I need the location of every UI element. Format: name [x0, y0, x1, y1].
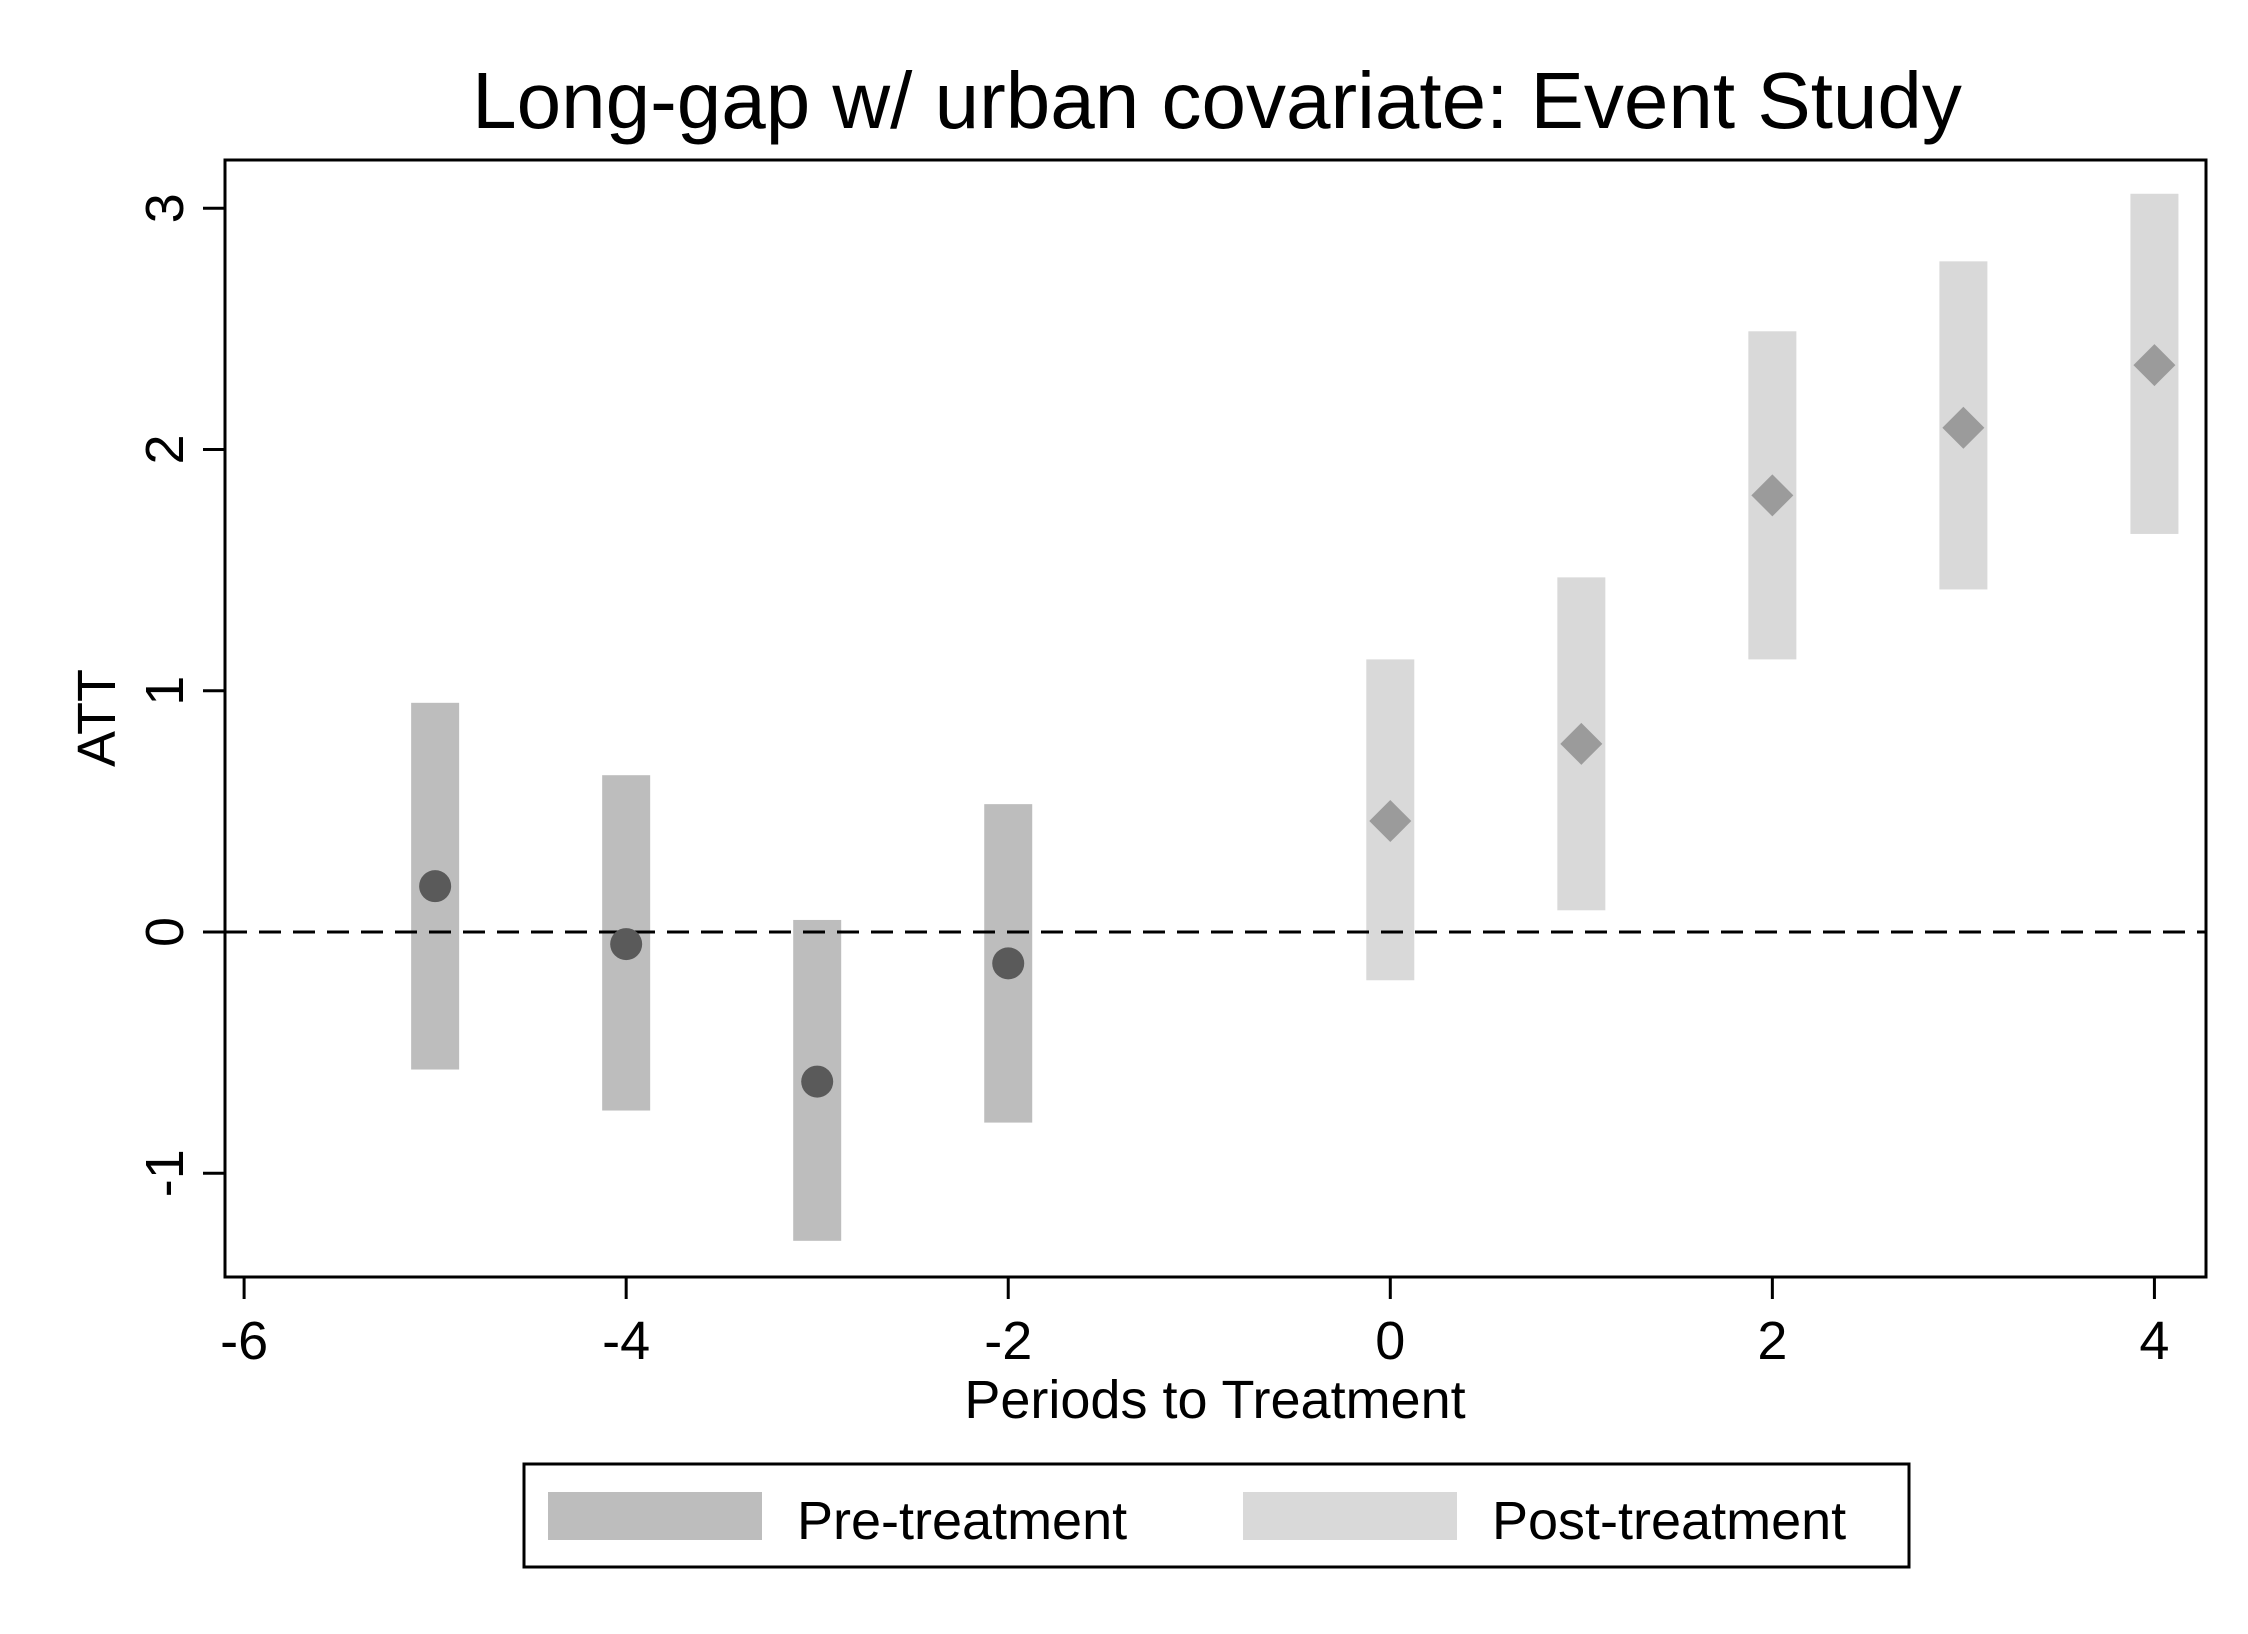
legend-swatch-post-treatment	[1243, 1492, 1457, 1540]
point-pre-treatment-1	[610, 928, 643, 961]
y-tick-label: 2	[135, 434, 195, 464]
y-tick-label: 3	[135, 193, 195, 223]
point-pre-treatment-2	[801, 1065, 834, 1098]
legend-swatch-pre-treatment	[548, 1492, 762, 1540]
legend-label-pre-treatment: Pre-treatment	[797, 1491, 1127, 1551]
chart-title: Long-gap w/ urban covariate: Event Study	[472, 56, 1962, 145]
point-post-treatment-4	[2133, 344, 2176, 387]
y-tick-label: 0	[135, 917, 195, 947]
legend: Pre-treatment Post-treatment	[522, 1462, 1911, 1569]
plot-area	[225, 193, 2206, 1241]
x-axis: -6 -4 -2 0 2 4	[220, 1277, 2169, 1371]
y-axis: -1 0 1 2 3	[135, 193, 225, 1197]
point-pre-treatment-0	[419, 870, 452, 903]
y-axis-label: ATT	[67, 669, 127, 767]
plot-frame	[223, 158, 2208, 1279]
point-pre-treatment-3	[992, 947, 1025, 980]
point-post-treatment-3	[1942, 406, 1985, 449]
x-tick-label: 0	[1375, 1311, 1405, 1371]
point-post-treatment-2	[1751, 474, 1794, 517]
x-tick-label: 2	[1757, 1311, 1787, 1371]
x-axis-label: Periods to Treatment	[964, 1370, 1465, 1430]
point-post-treatment-1	[1560, 722, 1603, 765]
x-tick-label: 4	[2139, 1311, 2169, 1371]
point-post-treatment-0	[1369, 800, 1412, 843]
x-tick-label: -2	[984, 1311, 1032, 1371]
x-tick-label: -4	[602, 1311, 650, 1371]
y-tick-label: -1	[135, 1149, 195, 1197]
x-tick-label: -6	[220, 1311, 268, 1371]
y-tick-label: 1	[135, 676, 195, 706]
legend-label-post-treatment: Post-treatment	[1492, 1491, 1846, 1551]
